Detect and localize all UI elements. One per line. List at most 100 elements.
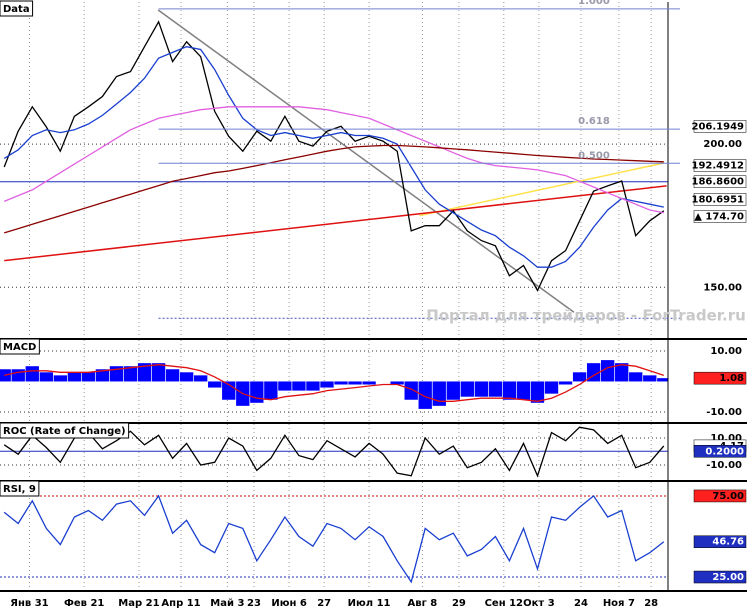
bar	[643, 375, 657, 382]
bar	[278, 381, 292, 391]
price-tag-label: ▲ 174.70	[694, 212, 744, 223]
panel-title-box	[0, 422, 130, 439]
bar	[320, 381, 334, 388]
series-line	[3, 46, 664, 268]
x-tick-label: Июн 6	[271, 598, 306, 609]
x-tick-label: Окт 3	[523, 598, 555, 609]
panel-title-text: ROC (Rate of Change)	[3, 426, 126, 437]
y-tick-label: 150.00	[703, 282, 742, 293]
bar	[516, 381, 531, 400]
bar	[11, 369, 25, 382]
series-line	[4, 144, 664, 234]
panel-title-box	[0, 480, 40, 497]
panel	[0, 340, 668, 422]
panel-title: Data	[0, 0, 34, 17]
x-tick-label: Апр 11	[161, 598, 200, 609]
trend-line	[419, 162, 664, 217]
x-tick-label: 24	[574, 598, 588, 609]
series-line	[3, 106, 664, 214]
price-tag-label: 186.8600	[691, 177, 744, 188]
bar	[530, 381, 545, 403]
bar	[39, 372, 53, 382]
bar	[137, 363, 152, 382]
series-line	[4, 364, 665, 402]
panel	[0, 2, 668, 338]
x-tick-label: 27	[317, 598, 331, 609]
price-tag-label: 180.6951	[691, 194, 744, 205]
bar	[629, 372, 643, 382]
bar	[123, 366, 138, 382]
bar	[558, 381, 573, 385]
bar	[25, 366, 39, 382]
bar	[600, 360, 615, 382]
bar	[81, 372, 96, 382]
price-tag-label: 75.00	[712, 491, 744, 502]
price-tag	[693, 445, 747, 458]
y-tick-label: 200.00	[703, 139, 742, 150]
bar	[53, 375, 68, 382]
bar	[657, 378, 668, 382]
bar	[151, 363, 166, 382]
x-tick-label: Июл 11	[348, 598, 391, 609]
price-tag-label: 206.1949	[691, 121, 744, 132]
panel-title-text: Data	[3, 4, 30, 15]
trend-line	[157, 9, 575, 313]
bar	[432, 381, 446, 406]
price-tag	[693, 193, 747, 206]
bar	[264, 381, 278, 400]
watermark: Портал для трейдеров - ForTrader.ru	[426, 307, 746, 325]
x-tick-label: Янв 31	[10, 598, 48, 609]
bar	[208, 381, 222, 388]
bar	[446, 381, 460, 400]
series-line	[3, 494, 665, 584]
trend-line	[4, 185, 667, 262]
series-line	[3, 426, 665, 478]
bar	[615, 363, 629, 382]
bar	[572, 372, 587, 382]
panel	[0, 482, 668, 590]
x-tick-label: Ноя 7	[603, 598, 635, 609]
bar	[194, 375, 208, 382]
panel-title: MACD	[0, 338, 40, 355]
y-tick-label: 10.00	[710, 346, 742, 357]
price-tag	[693, 535, 747, 548]
panel-title-text: RSI, 9	[3, 484, 36, 495]
price-tag	[693, 210, 747, 223]
bar	[460, 381, 474, 397]
bar	[179, 372, 194, 382]
x-tick-label: Фев 21	[64, 598, 104, 609]
y-tick-label: -10.00	[706, 460, 742, 471]
price-tag-label: 192.4912	[691, 161, 744, 172]
bar	[362, 381, 376, 385]
price-tag	[693, 371, 747, 385]
price-tag	[693, 159, 747, 172]
bar	[292, 381, 306, 391]
price-tag-label: 25.00	[712, 572, 744, 583]
bar	[250, 381, 264, 403]
price-tag-label: 0.2000	[705, 446, 744, 457]
panel	[0, 424, 668, 480]
x-tick-label: Авг 8	[408, 598, 438, 609]
x-tick-label: Мар 21	[118, 598, 159, 609]
bar	[404, 381, 418, 400]
bar	[306, 381, 320, 391]
bar	[67, 372, 82, 382]
bar	[165, 369, 180, 382]
x-tick-label: 23	[247, 598, 261, 609]
bar	[502, 381, 517, 400]
price-tag-label: 1.08	[719, 373, 744, 384]
panel-title-box	[0, 0, 34, 17]
panel-title: RSI, 9	[0, 480, 40, 497]
bar	[95, 369, 110, 382]
fib-label: 0.500	[578, 150, 610, 161]
panel-title-text: MACD	[3, 342, 36, 353]
x-tick-label: 29	[452, 598, 466, 609]
x-tick-label: Сен 12	[485, 598, 523, 609]
x-tick-label: Май 3	[210, 598, 244, 609]
price-tag-label: 46.76	[712, 537, 744, 548]
bar	[474, 381, 489, 397]
y-tick-label: 10.00	[710, 433, 742, 444]
price-tag	[693, 489, 747, 503]
price-tag	[693, 175, 747, 188]
